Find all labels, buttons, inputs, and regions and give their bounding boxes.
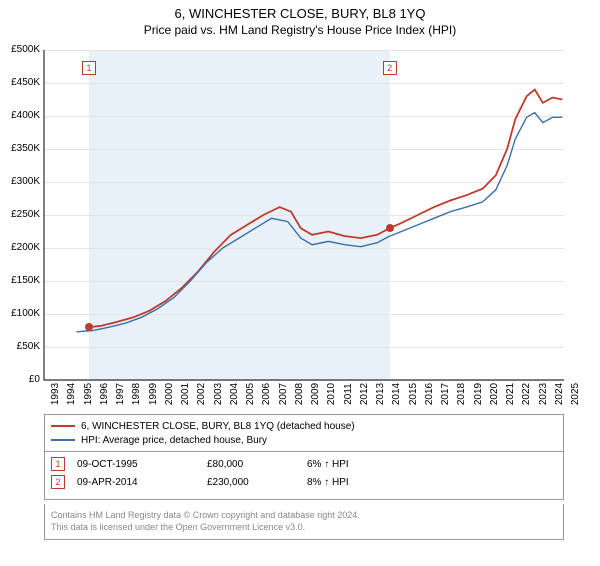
footer-line1: Contains HM Land Registry data © Crown c… [51, 510, 557, 522]
page-title: 6, WINCHESTER CLOSE, BURY, BL8 1YQ [0, 6, 600, 21]
x-tick-label: 2001 [176, 383, 191, 405]
x-tick-label: 2020 [485, 383, 500, 405]
legend-label: HPI: Average price, detached house, Bury [81, 435, 267, 446]
x-tick-label: 2000 [160, 383, 175, 405]
x-tick-label: 1994 [62, 383, 77, 405]
x-tick-label: 1999 [144, 383, 159, 405]
x-tick-label: 2002 [192, 383, 207, 405]
x-tick-label: 2004 [225, 383, 240, 405]
x-tick-label: 2006 [257, 383, 272, 405]
x-tick-label: 1996 [95, 383, 110, 405]
axes [44, 50, 564, 380]
x-tick-label: 2009 [306, 383, 321, 405]
events-table: 1 09-OCT-1995£80,0006% ↑ HPI 2 09-APR-2014£… [44, 451, 564, 500]
x-tick-label: 2018 [452, 383, 467, 405]
legend-swatch [51, 439, 75, 441]
chart-plot-area: £0£50K£100K£150K£200K£250K£300K£350K£400… [44, 50, 564, 380]
event-pct: 6% ↑ HPI [307, 459, 349, 470]
footer-attribution: Contains HM Land Registry data © Crown c… [44, 504, 564, 540]
y-tick-label: £450K [11, 77, 44, 88]
x-tick-label: 2007 [274, 383, 289, 405]
x-tick-label: 2014 [387, 383, 402, 405]
y-tick-label: £500K [11, 44, 44, 55]
event-row: 1 09-OCT-1995£80,0006% ↑ HPI [51, 457, 557, 471]
y-tick-label: £400K [11, 110, 44, 121]
x-tick-label: 1995 [79, 383, 94, 405]
x-tick-label: 2024 [550, 383, 565, 405]
event-price: £80,000 [207, 459, 307, 470]
y-tick-label: £300K [11, 176, 44, 187]
x-tick-label: 2011 [338, 383, 353, 405]
x-tick-label: 2008 [290, 383, 305, 405]
x-tick-label: 2023 [534, 383, 549, 405]
x-tick-label: 1998 [127, 383, 142, 405]
x-tick-label: 2016 [420, 383, 435, 405]
marker-dot [386, 224, 394, 232]
legend-row: HPI: Average price, detached house, Bury [51, 433, 557, 447]
y-tick-label: £350K [11, 143, 44, 154]
legend-swatch [51, 425, 75, 427]
x-tick-label: 2025 [566, 383, 581, 405]
y-tick-label: £200K [11, 242, 44, 253]
marker-dot [85, 323, 93, 331]
x-tick-label: 2013 [371, 383, 386, 405]
event-pct: 8% ↑ HPI [307, 477, 349, 488]
event-price: £230,000 [207, 477, 307, 488]
x-tick-label: 2012 [355, 383, 370, 405]
x-tick-label: 2019 [469, 383, 484, 405]
event-date: 09-APR-2014 [77, 477, 207, 488]
event-marker-box: 2 [51, 475, 65, 489]
x-tick-label: 2021 [501, 383, 516, 405]
chart-svg [44, 50, 564, 380]
x-tick-label: 2022 [517, 383, 532, 405]
footer-line2: This data is licensed under the Open Gov… [51, 522, 557, 534]
x-tick-label: 2010 [322, 383, 337, 405]
marker-box: 2 [383, 61, 397, 75]
x-tick-label: 2005 [241, 383, 256, 405]
y-tick-label: £0 [29, 374, 44, 385]
x-tick-label: 1993 [46, 383, 61, 405]
legend-row: 6, WINCHESTER CLOSE, BURY, BL8 1YQ (deta… [51, 419, 557, 433]
series-price_paid [89, 90, 562, 328]
y-tick-label: £150K [11, 275, 44, 286]
marker-box: 1 [82, 61, 96, 75]
event-row: 2 09-APR-2014£230,0008% ↑ HPI [51, 475, 557, 489]
x-tick-label: 2015 [404, 383, 419, 405]
y-tick-label: £50K [17, 341, 44, 352]
event-marker-box: 1 [51, 457, 65, 471]
x-tick-label: 2003 [209, 383, 224, 405]
series-hpi [77, 113, 563, 332]
event-date: 09-OCT-1995 [77, 459, 207, 470]
x-tick-label: 1997 [111, 383, 126, 405]
y-tick-label: £100K [11, 308, 44, 319]
legend: 6, WINCHESTER CLOSE, BURY, BL8 1YQ (deta… [44, 414, 564, 452]
x-tick-label: 2017 [436, 383, 451, 405]
y-tick-label: £250K [11, 209, 44, 220]
page-subtitle: Price paid vs. HM Land Registry's House … [0, 23, 600, 37]
legend-label: 6, WINCHESTER CLOSE, BURY, BL8 1YQ (deta… [81, 421, 355, 432]
